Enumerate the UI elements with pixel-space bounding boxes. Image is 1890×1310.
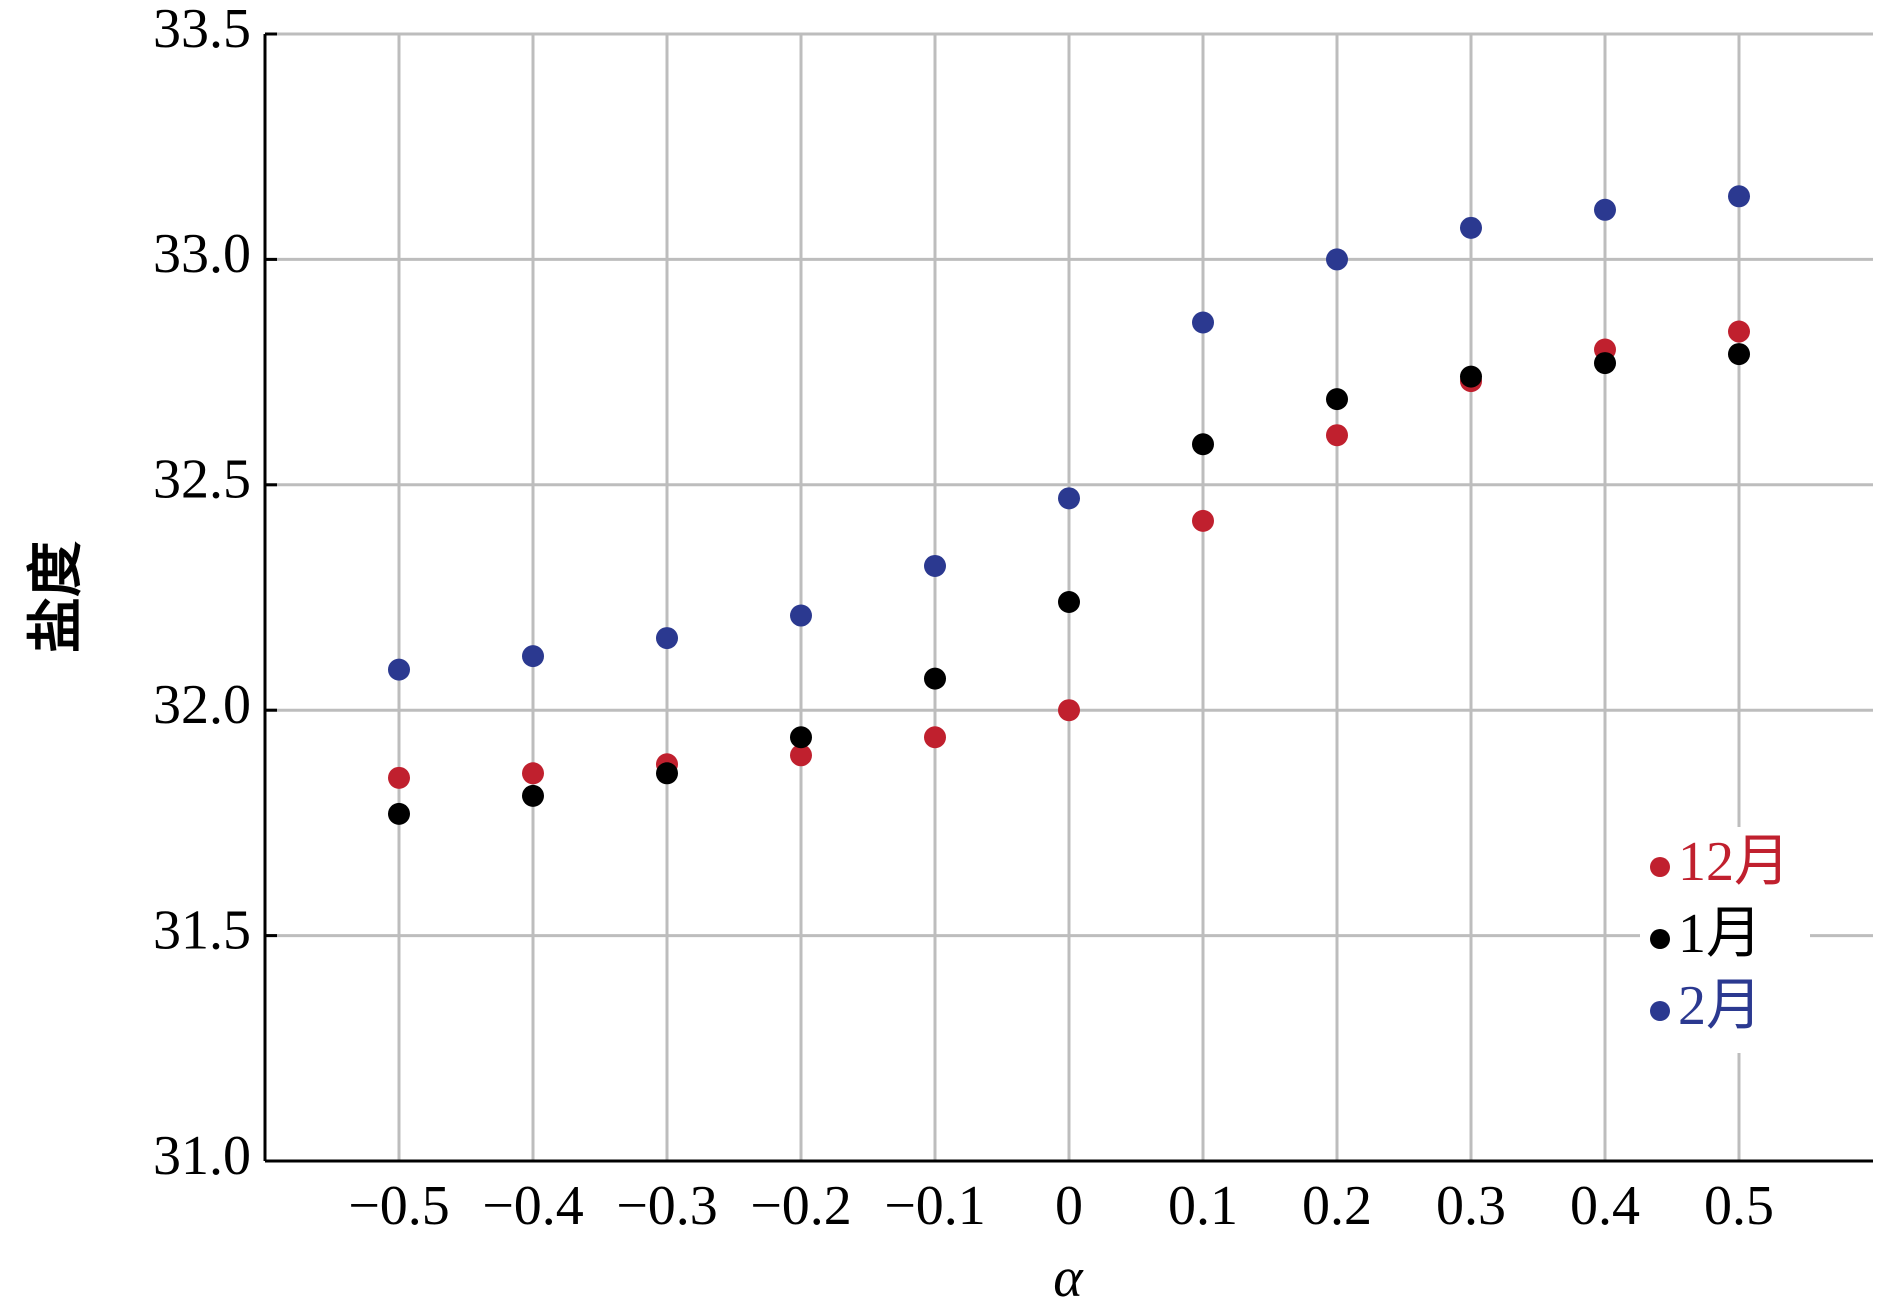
point: [522, 784, 544, 807]
x-tick-label: 0.1: [1168, 1175, 1238, 1237]
y-tick-label: 32.5: [153, 449, 251, 511]
point: [1594, 352, 1616, 375]
point: [790, 604, 812, 627]
x-tick-label: −0.3: [616, 1175, 718, 1237]
point: [522, 645, 544, 668]
x-tick-label: 0: [1055, 1175, 1083, 1237]
point: [1326, 248, 1348, 271]
point: [388, 658, 410, 681]
point: [1192, 311, 1214, 334]
point: [1058, 591, 1080, 614]
x-tick-label: −0.5: [348, 1175, 450, 1237]
legend-marker: [1650, 929, 1670, 949]
point: [522, 762, 544, 785]
point: [1192, 509, 1214, 532]
point: [790, 726, 812, 749]
point: [388, 766, 410, 789]
y-axis-label: 盐度: [26, 541, 88, 653]
point: [1728, 343, 1750, 366]
legend-marker: [1650, 857, 1670, 877]
point: [924, 726, 946, 749]
x-tick-label: 0.5: [1704, 1175, 1774, 1237]
point: [388, 802, 410, 825]
point: [1460, 216, 1482, 239]
point: [1058, 487, 1080, 510]
point: [1192, 433, 1214, 456]
point: [1728, 185, 1750, 208]
point: [924, 667, 946, 690]
legend-label: 1月: [1678, 903, 1762, 965]
y-tick-label: 33.5: [153, 0, 251, 60]
legend-marker: [1650, 1001, 1670, 1021]
x-tick-label: 0.3: [1436, 1175, 1506, 1237]
point: [1460, 365, 1482, 388]
x-tick-label: 0.4: [1570, 1175, 1640, 1237]
point: [1058, 699, 1080, 722]
point: [924, 554, 946, 577]
y-tick-label: 31.5: [153, 899, 251, 961]
point: [656, 627, 678, 650]
x-tick-label: −0.2: [750, 1175, 852, 1237]
point: [790, 744, 812, 767]
legend-label: 12月: [1678, 831, 1790, 893]
y-tick-label: 32.0: [153, 674, 251, 736]
point: [656, 762, 678, 785]
x-tick-label: 0.2: [1302, 1175, 1372, 1237]
legend-label: 2月: [1678, 975, 1762, 1037]
point: [1594, 198, 1616, 221]
x-axis-label: α: [1053, 1247, 1084, 1309]
point: [1326, 388, 1348, 411]
y-tick-label: 33.0: [153, 223, 251, 285]
point: [1728, 320, 1750, 343]
x-tick-label: −0.1: [884, 1175, 986, 1237]
x-tick-label: −0.4: [482, 1175, 584, 1237]
y-tick-label: 31.0: [153, 1125, 251, 1187]
point: [1326, 424, 1348, 447]
